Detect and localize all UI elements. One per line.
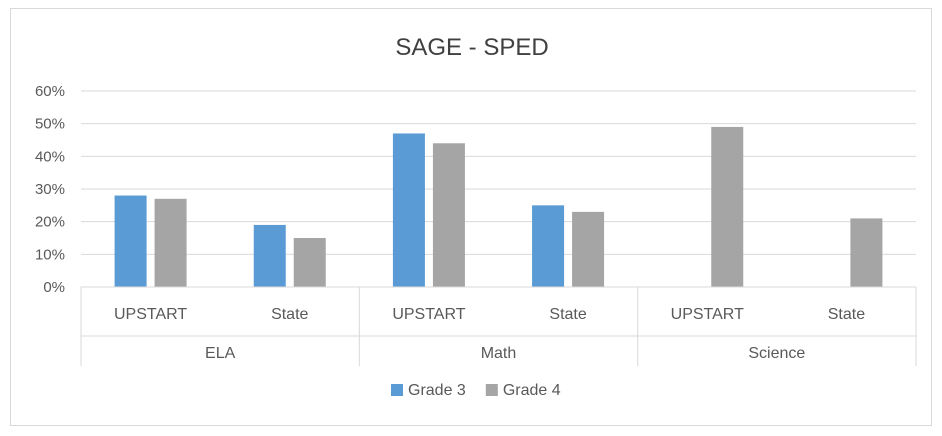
bar-grade-4 (711, 126, 744, 287)
x-category-label: UPSTART (392, 306, 465, 323)
y-tick-label: 10% (35, 246, 65, 263)
y-tick-label: 0% (43, 279, 65, 296)
bar-grade-4 (572, 211, 605, 287)
bar-grade-4 (432, 143, 465, 287)
bar-grade-3 (114, 195, 147, 287)
x-group-label: Science (748, 345, 805, 362)
legend: Grade 3 Grade 4 (391, 382, 561, 399)
bar-grade-3 (253, 224, 286, 287)
y-tick-label: 40% (35, 148, 65, 165)
x-category-label: State (271, 306, 308, 323)
chart-svg: SAGE - SPED 0% 10% 20% 30% 40% 50% 60% UPSTART… (35, 34, 917, 399)
y-tick-label: 50% (35, 116, 65, 133)
x-axis: UPSTART State UPSTART State UPSTART State ELA M… (80, 286, 917, 366)
x-category-label: State (828, 306, 865, 323)
legend-label: Grade 4 (503, 382, 561, 399)
legend-swatch (485, 384, 498, 396)
y-tick-label: 60% (35, 83, 65, 100)
bar-grade-4 (154, 198, 187, 287)
legend-label: Grade 3 (408, 382, 466, 399)
legend-swatch (391, 384, 403, 396)
bar-grade-3 (392, 133, 425, 287)
gridlines (81, 90, 916, 288)
x-group-label: ELA (205, 345, 236, 362)
y-tick-label: 30% (35, 181, 65, 198)
x-group-label: Math (481, 345, 517, 362)
x-category-label: State (549, 306, 586, 323)
x-category-label: UPSTART (114, 306, 187, 323)
y-tick-label: 20% (35, 214, 65, 231)
x-category-label: UPSTART (671, 306, 744, 323)
bar-grade-4 (293, 238, 326, 287)
chart-title: SAGE - SPED (395, 34, 548, 61)
y-axis-ticks: 0% 10% 20% 30% 40% 50% 60% (35, 83, 65, 296)
chart-frame: SAGE - SPED 0% 10% 20% 30% 40% 50% 60% UPSTART… (10, 8, 932, 426)
bar-grade-3 (532, 205, 565, 287)
bars (114, 126, 883, 287)
bar-grade-4 (850, 218, 883, 287)
